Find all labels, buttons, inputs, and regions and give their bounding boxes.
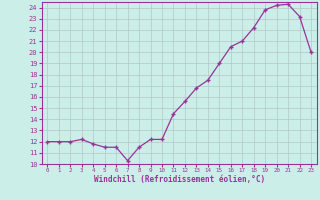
X-axis label: Windchill (Refroidissement éolien,°C): Windchill (Refroidissement éolien,°C)	[94, 175, 265, 184]
